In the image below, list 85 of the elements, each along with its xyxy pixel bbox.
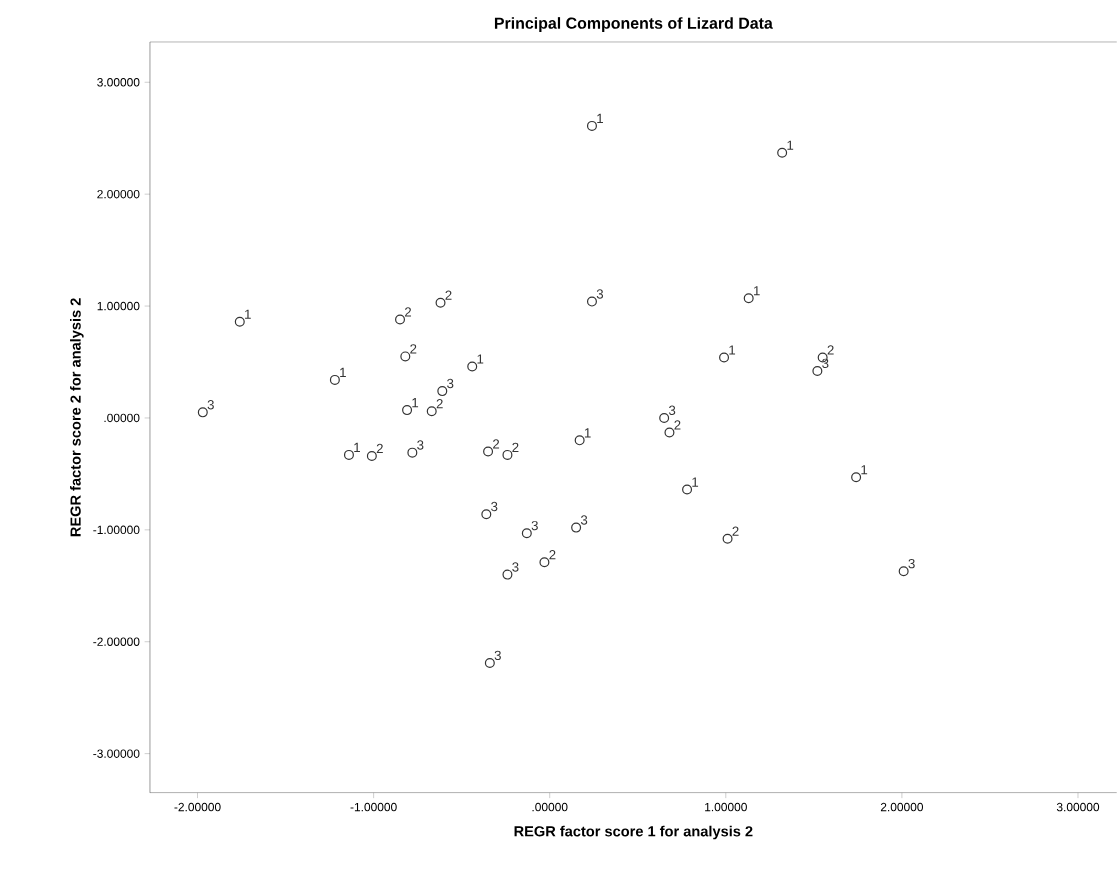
annotation: 1 (412, 398, 419, 408)
annotation: 1 (477, 354, 484, 364)
y-tick-label: -1.00000 (93, 525, 140, 535)
point (586, 121, 597, 132)
chart-title: Principal Components of Lizard Data (494, 17, 773, 33)
point (402, 405, 413, 416)
annotation: 1 (354, 442, 360, 453)
point (812, 366, 823, 377)
point (366, 451, 377, 462)
annotation: 2 (404, 307, 412, 317)
annotation: 1 (597, 113, 603, 124)
annotation: 2 (512, 442, 519, 453)
x-tick-label: 3.00000 (1056, 802, 1100, 812)
x-tick-label: .00000 (532, 802, 568, 812)
point (407, 447, 418, 458)
point (435, 297, 446, 308)
annotation: 3 (417, 440, 424, 450)
annotation: 3 (580, 515, 588, 525)
point (234, 316, 245, 327)
y-tick-label: .00000 (104, 413, 140, 423)
y-tick-label: 2.00000 (97, 190, 140, 199)
point (664, 427, 675, 438)
annotation: 3 (822, 358, 829, 369)
annotation: 2 (410, 344, 417, 354)
point (571, 522, 582, 533)
point (197, 407, 208, 418)
annotation: 1 (729, 345, 736, 355)
annotation: 3 (491, 501, 498, 512)
point (659, 413, 670, 424)
point (574, 435, 585, 446)
annotation: 2 (493, 439, 500, 449)
annotation: 2 (445, 290, 452, 300)
annotation: 2 (674, 420, 681, 430)
point (437, 386, 448, 397)
point (722, 533, 733, 544)
point (483, 446, 494, 457)
point (502, 569, 513, 580)
point (481, 509, 492, 520)
annotation: 2 (827, 345, 834, 355)
point (426, 406, 437, 417)
y-tick-label: -2.00000 (93, 637, 140, 647)
point (329, 375, 340, 386)
x-tick-label: -2.00000 (174, 802, 221, 812)
annotation: 2 (732, 526, 739, 536)
point (777, 147, 788, 158)
annotation: 2 (436, 399, 443, 409)
annotation: 1 (787, 140, 794, 150)
y-tick-label: -3.00000 (93, 749, 140, 758)
point (343, 449, 354, 460)
annotation: 3 (512, 562, 519, 572)
annotation: 3 (908, 559, 915, 569)
annotation: 3 (447, 378, 454, 389)
annotation: 3 (494, 650, 501, 661)
annotation: 1 (753, 286, 760, 296)
point (400, 351, 411, 362)
point (898, 566, 909, 577)
annotation: 1 (692, 477, 699, 487)
annotation: 3 (668, 405, 676, 416)
x-tick-label: 2.00000 (880, 802, 924, 812)
annotation: 2 (549, 550, 556, 560)
x-tick-label: -1.00000 (350, 802, 397, 812)
annotation: 1 (340, 367, 346, 378)
y-axis-title: REGR factor score 2 for analysis 2 (70, 298, 84, 537)
point (719, 352, 730, 363)
point (539, 557, 550, 568)
point (586, 296, 597, 307)
annotation: 3 (596, 289, 604, 299)
point (521, 528, 532, 539)
annotation: 1 (861, 465, 868, 475)
point (502, 449, 513, 460)
annotation: 1 (245, 309, 251, 319)
point (395, 314, 406, 325)
annotation: 2 (376, 443, 383, 454)
y-tick-label: 3.00000 (97, 78, 140, 87)
annotation: 3 (207, 400, 214, 410)
point (682, 484, 693, 495)
x-tick-label: 1.00000 (705, 802, 747, 812)
annotation: 3 (531, 520, 538, 531)
point (743, 293, 754, 304)
point (467, 361, 478, 372)
x-axis-title: REGR factor score 1 for analysis 2 (514, 825, 753, 840)
y-tick-label: 1.00000 (97, 301, 140, 311)
annotation: 1 (584, 428, 591, 438)
point (851, 472, 862, 483)
point (484, 658, 495, 669)
